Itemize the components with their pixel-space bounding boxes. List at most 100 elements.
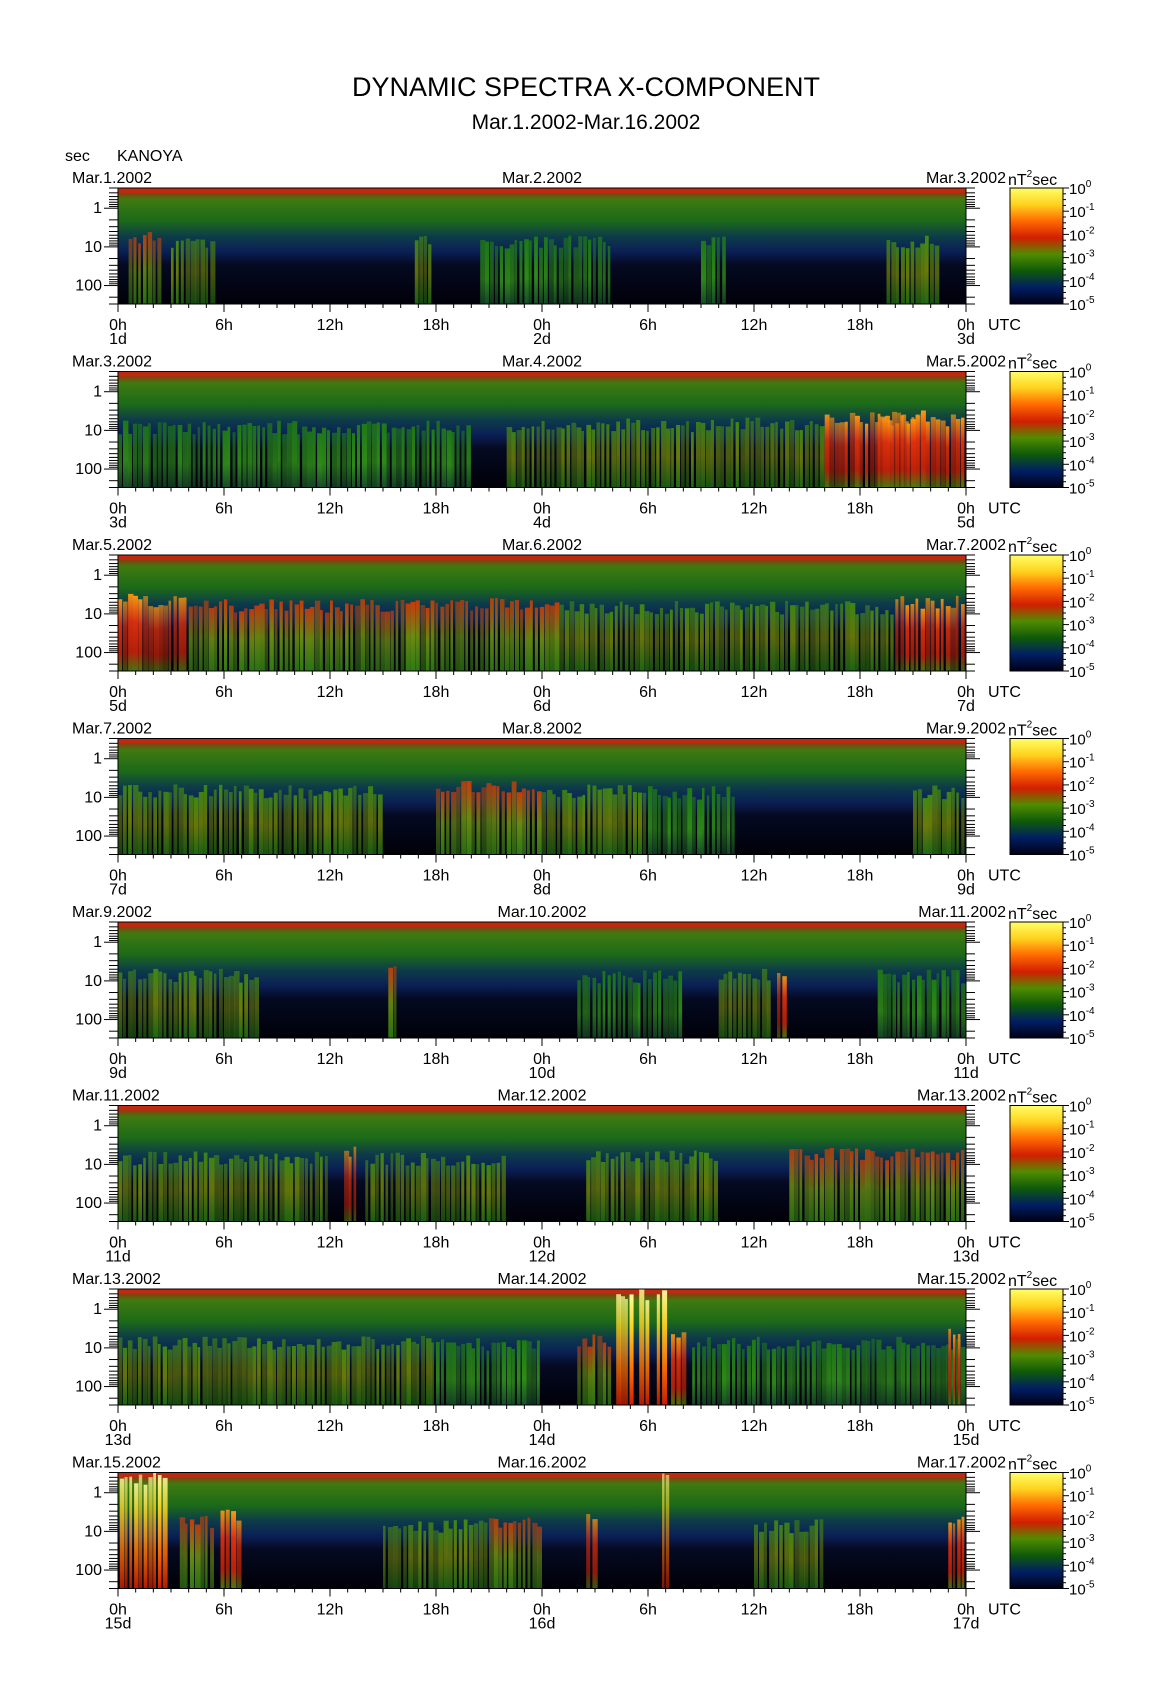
spectrum-streak bbox=[774, 1520, 779, 1589]
spectrum-streak bbox=[620, 1152, 625, 1222]
spectrum-streak bbox=[531, 426, 535, 488]
spectrum-streak bbox=[475, 606, 478, 671]
spectrum-streak bbox=[253, 792, 258, 855]
y-tick-label: 100 bbox=[75, 1562, 102, 1579]
spectrum-streak bbox=[578, 236, 583, 304]
spectrum-streak bbox=[632, 982, 639, 1038]
spectrum-streak bbox=[577, 1346, 581, 1405]
spectrum-streak bbox=[855, 614, 859, 671]
spectrum-streak bbox=[669, 1150, 675, 1222]
spectrum-streak bbox=[175, 240, 179, 304]
panel-mid-date: Mar.16.2002 bbox=[498, 1455, 587, 1472]
colorbar-tick-label: 10-2 bbox=[1069, 1326, 1095, 1345]
spectrum-streak bbox=[416, 425, 420, 488]
spectrum-streak bbox=[820, 604, 826, 671]
spectrogram-top-band bbox=[118, 1289, 966, 1294]
spectrum-streak bbox=[588, 239, 592, 304]
spectrum-streak bbox=[511, 781, 517, 855]
spectrum-streak bbox=[501, 791, 505, 855]
colorbar-tick-label: 10-4 bbox=[1069, 272, 1095, 291]
spectrum-streak bbox=[493, 1518, 499, 1589]
spectrum-streak bbox=[163, 1152, 168, 1222]
x-axis-ticks bbox=[117, 304, 967, 312]
spectrum-streak bbox=[945, 1152, 951, 1222]
spectrum-streak bbox=[465, 601, 468, 671]
x-tick-label: 12h bbox=[317, 1235, 344, 1252]
spectrum-streak bbox=[398, 1528, 402, 1589]
spectrum-streak bbox=[343, 795, 349, 855]
x-tick-label: 12h bbox=[741, 317, 768, 334]
spectrum-streak bbox=[299, 600, 304, 671]
spectrum-streak bbox=[880, 614, 885, 671]
spectrum-streak bbox=[410, 1162, 415, 1222]
spectrum-streak bbox=[952, 1523, 956, 1589]
colorbar-scale bbox=[1009, 921, 1064, 1039]
spectrum-streak bbox=[592, 977, 597, 1038]
spectrum-streak bbox=[569, 601, 575, 671]
spectrum-streak bbox=[431, 1158, 436, 1222]
colorbar-tick-label: 10-4 bbox=[1069, 639, 1095, 658]
x-tick-label: 18h bbox=[847, 317, 874, 334]
spectrum-streak bbox=[765, 426, 770, 488]
spectrum-streak bbox=[193, 797, 199, 855]
spectrum-streak bbox=[138, 599, 143, 671]
x-tick-label: 18h bbox=[423, 1051, 450, 1068]
spectrum-streak bbox=[702, 1346, 707, 1405]
panel-mid-date: Mar.8.2002 bbox=[502, 721, 582, 738]
x-tick-label: 18h bbox=[423, 317, 450, 334]
spectrum-streak bbox=[931, 1345, 936, 1405]
colorbar-tick-label: 10-1 bbox=[1069, 1120, 1095, 1139]
spectrum-streak bbox=[213, 789, 217, 855]
x-day-label: 3d bbox=[109, 515, 127, 532]
spectrum-streak bbox=[248, 788, 254, 855]
spectrum-streak bbox=[809, 421, 813, 488]
spectrum-streak bbox=[795, 605, 799, 671]
spectrum-streak bbox=[229, 605, 234, 671]
spectrum-streak bbox=[393, 1526, 399, 1589]
spectrum-streak bbox=[138, 791, 143, 855]
x-tick-label: 6h bbox=[639, 501, 657, 518]
x-tick-label: 6h bbox=[215, 684, 233, 701]
spectrum-streak bbox=[747, 973, 751, 1038]
spectrum-streak bbox=[746, 1345, 752, 1405]
spectrum-streak bbox=[824, 414, 830, 488]
spectrum-streak bbox=[610, 1158, 615, 1222]
spectrum-streak bbox=[621, 429, 626, 488]
spectrum-streak bbox=[592, 1519, 598, 1589]
spectrum-streak bbox=[157, 422, 162, 488]
spectrum-streak bbox=[886, 1346, 892, 1405]
x-tick-label: 0h bbox=[957, 868, 975, 885]
spectrum-streak bbox=[514, 240, 517, 304]
x-tick-label: 0h bbox=[957, 501, 975, 518]
spectrum-streak bbox=[674, 601, 678, 671]
y-tick-label: 100 bbox=[75, 1379, 102, 1396]
spectrum-streak bbox=[676, 1337, 681, 1405]
spectrum-streak bbox=[764, 1522, 767, 1589]
spectrum-streak bbox=[213, 606, 218, 671]
spectrum-streak bbox=[219, 784, 223, 855]
spectrum-streak bbox=[936, 973, 940, 1038]
spectrum-streak bbox=[267, 423, 273, 488]
x-tick-label: 6h bbox=[639, 1602, 657, 1619]
y-axis-ticks bbox=[104, 554, 980, 672]
spectrum-streak bbox=[307, 431, 313, 488]
spectrum-streak bbox=[436, 420, 440, 488]
spectrum-streak bbox=[516, 792, 523, 855]
x-tick-label: 0h bbox=[533, 317, 551, 334]
spectrum-streak bbox=[673, 980, 678, 1038]
spectrum-streak bbox=[955, 419, 961, 488]
spectrum-streak bbox=[242, 1337, 247, 1405]
spectrum-streak bbox=[596, 1151, 601, 1222]
colorbar-scale bbox=[1009, 1105, 1064, 1222]
spectrum-streak bbox=[750, 421, 754, 488]
colorbar-tick-label: 10-1 bbox=[1069, 936, 1095, 955]
x-tick-label: 0h bbox=[109, 317, 127, 334]
spectrum-streak bbox=[932, 785, 938, 855]
spectrum-streak bbox=[896, 247, 899, 304]
spectrum-streak bbox=[665, 1475, 670, 1589]
spectrum-streak bbox=[332, 432, 338, 488]
spectrum-streak bbox=[247, 423, 253, 488]
x-tick-label: 18h bbox=[847, 1602, 874, 1619]
spectrum-streak bbox=[926, 969, 932, 1038]
spectrum-streak bbox=[679, 608, 684, 671]
